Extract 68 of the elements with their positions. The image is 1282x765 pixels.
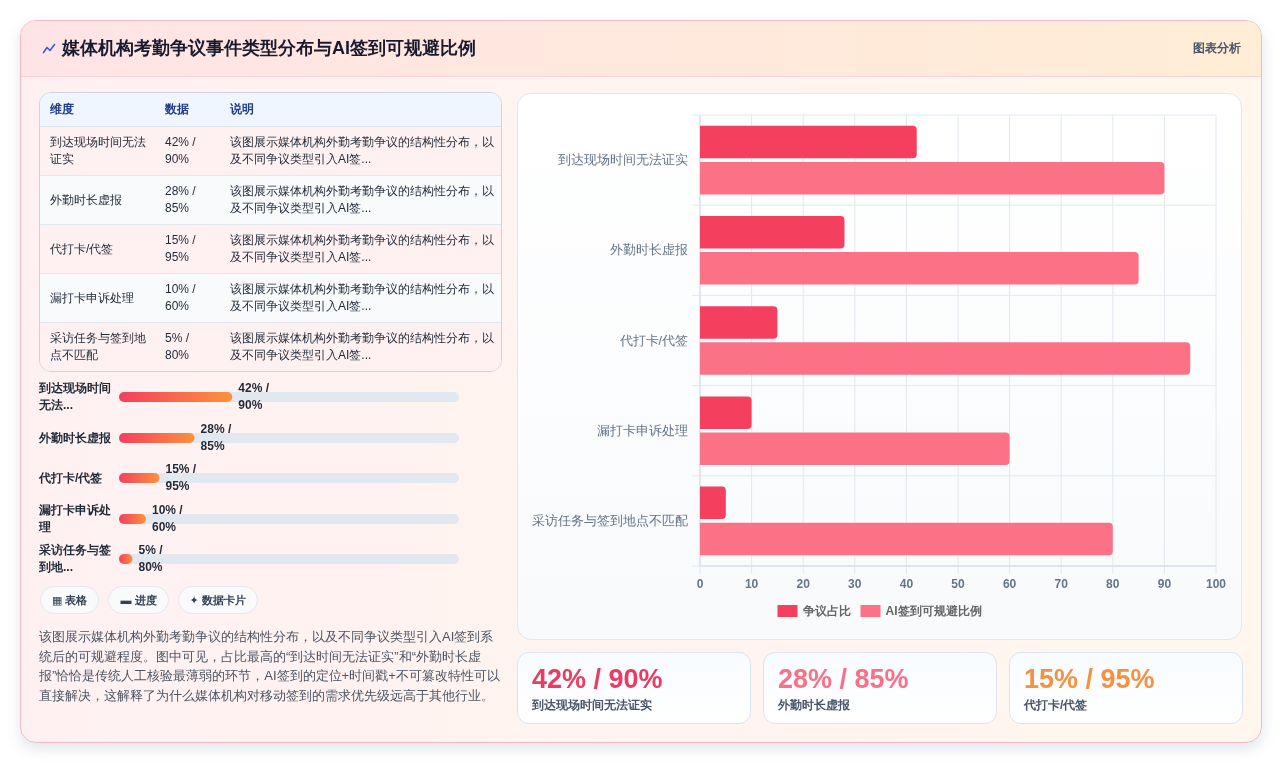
data-label: 10% / 60% bbox=[151, 501, 184, 536]
bar bbox=[700, 306, 778, 339]
text: 10% / 60% bbox=[165, 282, 196, 313]
legend-label: 争议占比 bbox=[801, 604, 851, 618]
bar bbox=[700, 432, 1010, 465]
text: 该图展示媒体机构外勤考勤争议的结构性分布，以及不同争议类型引入AI签到系统后的可规避程度。图中可见，占比最高的“到达时间无法证实”和“外勤时长虚报”恰恰是传统人工核验最薄弱的环节，AI签到的定位+时间戳+不可篡改特性可以直接解决，这解释了为什么媒体机构对移动签到的需求优先级远高于其他行业。 bbox=[39, 628, 501, 705]
x-tick-label: 100 bbox=[1205, 577, 1227, 591]
text: ✦ 数据卡片 bbox=[177, 586, 258, 614]
text: 42% / 90% bbox=[532, 664, 663, 694]
bar bbox=[700, 252, 1139, 285]
y-tick-label: 外勤时长虚报 bbox=[39, 429, 112, 446]
data-label: 15% / 95% bbox=[165, 461, 198, 495]
x-tick-label: 60 bbox=[1002, 577, 1017, 591]
x-tick-label: 90 bbox=[1157, 577, 1172, 591]
x-tick-label: 20 bbox=[796, 577, 811, 591]
y-tick-label: 代打卡/代签 bbox=[39, 469, 104, 487]
text: 该图展示媒体机构外勤考勤争议的结构性分布，以及不同争议类型引入AI签... bbox=[230, 184, 494, 215]
data-label: 5% / 80% bbox=[138, 542, 164, 576]
category-label: 代打卡/代签 bbox=[1024, 697, 1088, 714]
x-tick-label: 10 bbox=[744, 577, 759, 591]
bar bbox=[700, 342, 1191, 375]
y-tick-label: 漏打卡申诉处理 bbox=[597, 423, 688, 438]
bar bbox=[700, 396, 752, 429]
data-label: 28% / 85% bbox=[200, 420, 233, 455]
text: 15% / 95% bbox=[1024, 664, 1155, 694]
x-tick-label: 70 bbox=[1054, 577, 1069, 591]
text: 外勤时长虚报 bbox=[50, 192, 122, 207]
text: ▦ 表格 bbox=[40, 586, 100, 614]
bar bbox=[700, 522, 1113, 556]
y-tick-label: 到达现场时间无法... bbox=[39, 380, 112, 414]
bar bbox=[700, 486, 726, 520]
x-tick-label: 0 bbox=[696, 577, 704, 591]
text: 漏打卡申诉处理 bbox=[50, 290, 134, 305]
text: 媒体机构考勤争议事件类型分布与AI签到可规避比例 bbox=[62, 37, 476, 60]
x-tick-label: 80 bbox=[1106, 577, 1120, 591]
text: 该图展示媒体机构外勤考勤争议的结构性分布，以及不同争议类型引入AI签... bbox=[230, 135, 494, 166]
data-label: 42% / 90% bbox=[238, 380, 270, 414]
text: ▬ 进度 bbox=[108, 586, 169, 614]
text: 该图展示媒体机构外勤考勤争议的结构性分布，以及不同争议类型引入AI签... bbox=[230, 282, 494, 313]
y-tick-label: 代打卡/代签 bbox=[618, 333, 688, 348]
text: 图表分析 bbox=[1193, 40, 1241, 57]
category-label: 到达现场时间无法证实 bbox=[532, 697, 652, 714]
y-tick-label: 采访任务与签到地... bbox=[39, 542, 112, 576]
x-tick-label: 30 bbox=[848, 577, 862, 591]
text: 5% / 80% bbox=[165, 331, 190, 362]
bar bbox=[119, 473, 160, 483]
y-tick-label: 漏打卡申诉处理 bbox=[39, 501, 112, 536]
text: 该图展示媒体机构外勤考勤争议的结构性分布，以及不同争议类型引入AI签... bbox=[230, 331, 494, 362]
category-label: 外勤时长虚报 bbox=[778, 697, 850, 714]
text: 28% / 85% bbox=[778, 664, 909, 694]
text: 15% / 95% bbox=[165, 233, 196, 264]
y-tick-label: 外勤时长虚报 bbox=[610, 243, 688, 258]
text: 28% / 85% bbox=[165, 184, 196, 215]
bar bbox=[700, 161, 1165, 195]
legend-label: AI签到可规避比例 bbox=[885, 604, 982, 618]
x-tick-label: 50 bbox=[951, 577, 965, 591]
x-tick-label: 40 bbox=[899, 577, 914, 591]
category-label: 维度 bbox=[40, 93, 155, 127]
y-tick-label: 采访任务与签到地点不匹配 bbox=[532, 512, 688, 528]
bar bbox=[119, 513, 146, 524]
text: 42% / 90% bbox=[165, 135, 196, 166]
category-label: 数据 bbox=[155, 93, 220, 127]
category-label: 说明 bbox=[220, 93, 501, 127]
bar bbox=[700, 125, 917, 159]
y-tick-label: 到达现场时间无法证实 bbox=[558, 153, 688, 168]
text: 该图展示媒体机构外勤考勤争议的结构性分布，以及不同争议类型引入AI签... bbox=[230, 233, 494, 264]
bar bbox=[119, 432, 195, 443]
bar bbox=[700, 216, 845, 249]
